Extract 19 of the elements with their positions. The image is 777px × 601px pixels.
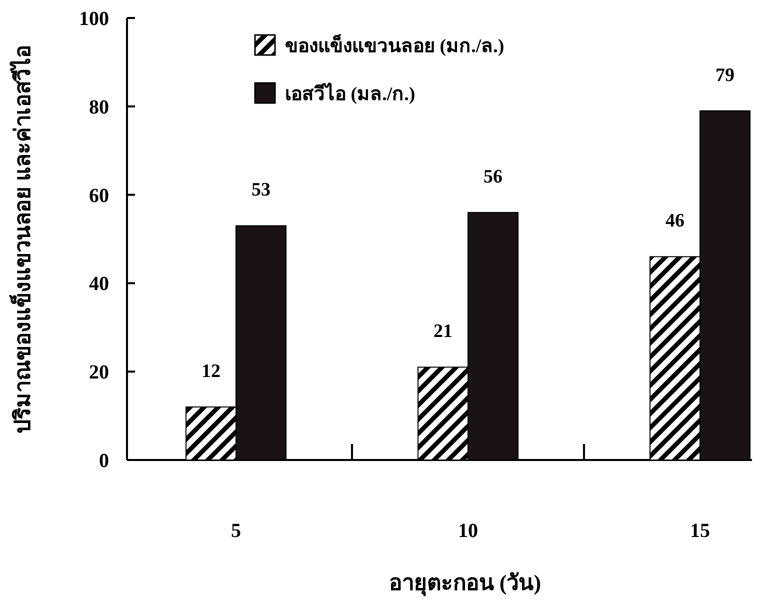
x-tick-label: 15 (690, 520, 710, 542)
y-tick-label: 60 (89, 184, 109, 207)
data-label: 79 (716, 64, 734, 86)
legend-label: เอสวีไอ (มล./ก.) (285, 82, 416, 105)
data-label: 21 (434, 321, 452, 342)
data-label: 56 (484, 166, 502, 188)
y-tick-label: 0 (99, 450, 109, 472)
y-tick-label: 100 (79, 8, 109, 30)
y-tick-label: 80 (89, 96, 109, 118)
x-tick-label: 10 (458, 520, 478, 542)
y-axis-title: ปริมาณของแข็งแขวนลอย และค่าเอสวีไอ (8, 44, 35, 434)
data-label: 46 (666, 210, 684, 232)
legend-label: ของแข็งแขวนลอย (มก./ล.) (285, 33, 504, 57)
y-tick-label: 40 (89, 273, 109, 296)
data-label: 12 (202, 360, 220, 382)
x-tick-label: 5 (231, 520, 241, 542)
y-tick-label: 20 (89, 362, 109, 384)
data-label: 53 (252, 180, 270, 201)
x-axis-title: อายุตะกอน (วัน) (388, 570, 542, 597)
